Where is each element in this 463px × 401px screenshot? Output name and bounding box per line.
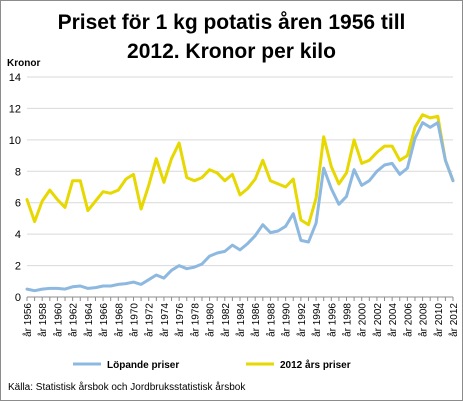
x-tick-label: år 1994 xyxy=(311,303,323,337)
chart-title-line-2: 2012. Kronor per kilo xyxy=(127,40,336,63)
x-tick-label: år 1992 xyxy=(296,303,308,337)
x-tick-label: år 1978 xyxy=(189,303,201,337)
x-tick-label: år 2010 xyxy=(433,303,445,337)
x-tick-label: år 2004 xyxy=(387,303,399,337)
y-tick-label: 12 xyxy=(9,103,21,115)
legend-label-1: 2012 års priser xyxy=(280,359,351,371)
x-tick-label: år 1960 xyxy=(52,303,64,337)
x-tick-label: år 1964 xyxy=(83,303,95,337)
x-tick-label: år 1998 xyxy=(342,303,354,337)
series-line-1 xyxy=(25,113,455,227)
x-tick-label: år 1980 xyxy=(205,303,217,337)
y-tick-label: 14 xyxy=(9,72,21,84)
y-tick-label: 10 xyxy=(9,135,21,147)
x-tick-label: år 1974 xyxy=(159,303,171,337)
x-tick-label: år 1972 xyxy=(144,303,156,337)
chart-title-line-1: Priset för 1 kg potatis åren 1956 till xyxy=(57,11,406,34)
x-tick-label: år 1968 xyxy=(113,303,125,337)
x-tick-label: år 2000 xyxy=(357,303,369,337)
x-tick-label: år 1990 xyxy=(281,303,293,337)
x-tick-label: år 1966 xyxy=(98,303,110,337)
x-tick-label: år 1988 xyxy=(265,303,277,337)
x-tick-label: år 1996 xyxy=(326,303,338,337)
x-tick-label: år 2006 xyxy=(402,303,414,337)
x-tick-label: år 1984 xyxy=(235,303,247,337)
y-tick-label: 4 xyxy=(15,229,21,241)
y-axis-label: Kronor xyxy=(7,58,41,69)
x-tick-label: år 2012 xyxy=(448,303,460,337)
x-tick-label: år 2008 xyxy=(418,303,430,337)
x-tick-label: år 1970 xyxy=(129,303,141,337)
y-tick-label: 8 xyxy=(15,166,21,178)
series-line-0 xyxy=(25,121,455,293)
chart-title: Priset för 1 kg potatis åren 1956 till 2… xyxy=(0,8,463,66)
x-tick-label: år 1982 xyxy=(220,303,232,337)
x-tick-label: år 1962 xyxy=(68,303,80,337)
legend-label-0: Löpande priser xyxy=(107,360,179,371)
x-tick-label: år 1956 xyxy=(22,303,34,337)
x-tick-label: år 1976 xyxy=(174,303,186,337)
x-tick-label: år 1986 xyxy=(250,303,262,337)
y-tick-label: 6 xyxy=(15,198,21,210)
x-tick-label: år 1958 xyxy=(37,303,49,337)
y-tick-label: 2 xyxy=(15,261,21,273)
x-tick-label: år 2002 xyxy=(372,303,384,337)
source-note: Källa: Statistisk årsbok och Jordbruksst… xyxy=(8,382,246,393)
y-tick-label: 0 xyxy=(15,292,21,304)
